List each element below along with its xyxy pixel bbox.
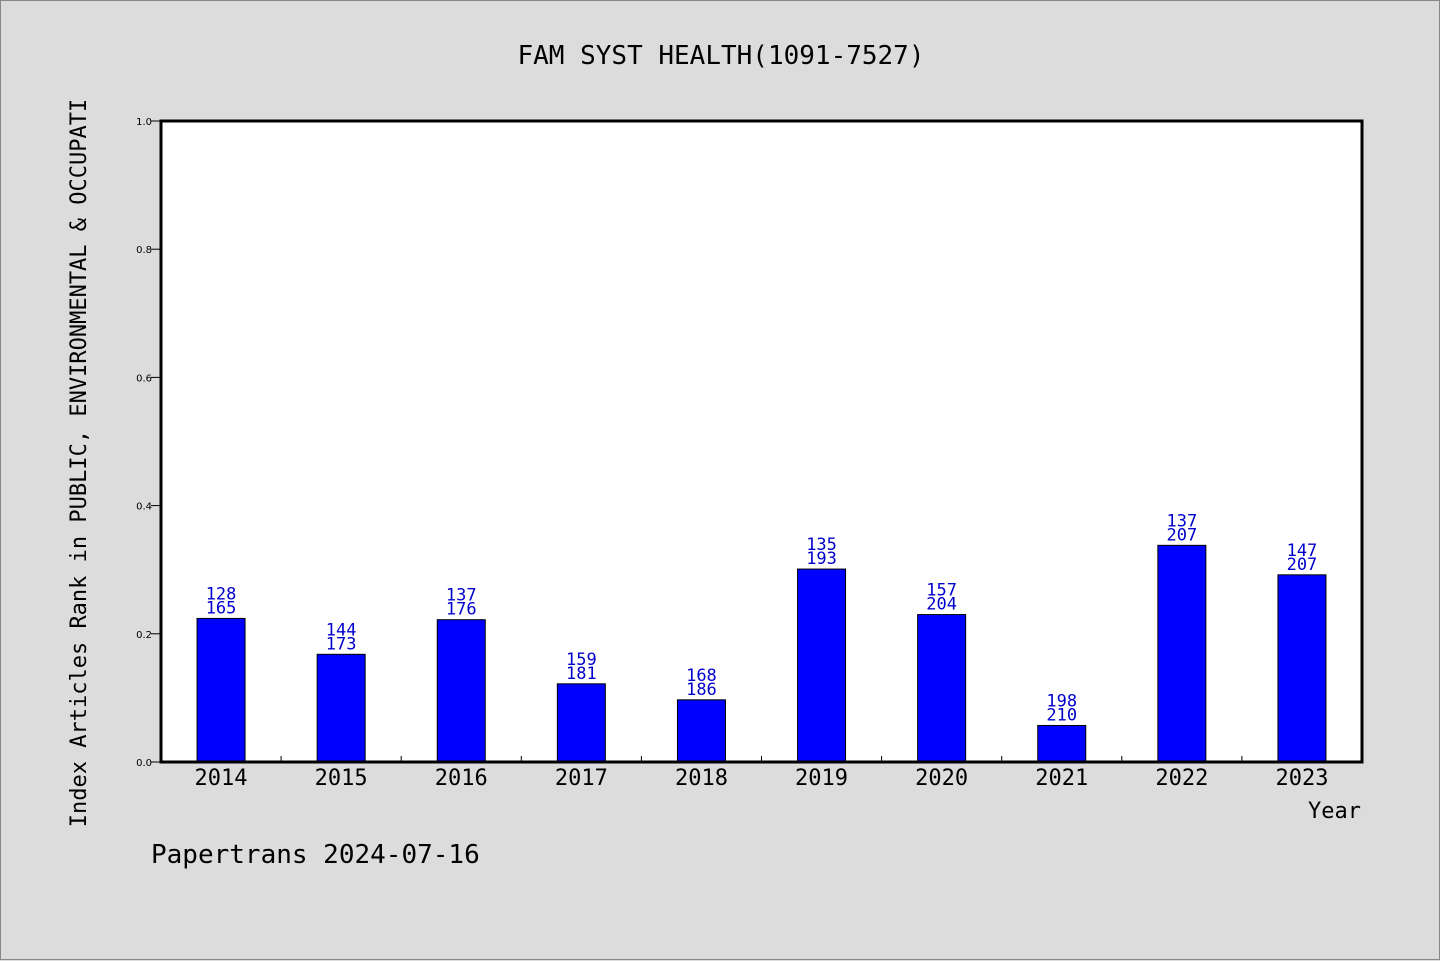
y-tick-label: 1.0	[136, 117, 152, 128]
bar-2023	[1277, 574, 1327, 763]
bar-2017	[556, 683, 606, 763]
plot-border	[159, 119, 1364, 764]
bar-label-top: 159	[566, 650, 597, 670]
bar-label-bottom: 207	[1166, 525, 1197, 545]
bar-label-bottom: 204	[926, 595, 957, 615]
bar-label-bottom: 181	[566, 664, 597, 684]
x-tick-label: 2023	[1275, 766, 1328, 791]
bar-2016	[436, 619, 486, 763]
x-tick-label: 2021	[1035, 766, 1088, 791]
ticks-layer: 0.0 0.2 0.4 0.6 0.8 1.0 2014 2015 2016 2017 2018 20…	[136, 117, 1328, 791]
x-tick-label: 2022	[1155, 766, 1208, 791]
bar-label-bottom: 207	[1287, 555, 1318, 575]
bar-label-top: 144	[326, 620, 357, 640]
x-tick-label: 2014	[195, 766, 248, 791]
bar-label-top: 128	[206, 584, 237, 604]
bar-label-bottom: 173	[326, 634, 357, 654]
y-tick-label: 0.4	[136, 502, 152, 513]
y-tick-label: 0.2	[136, 630, 152, 641]
bar-label-top: 147	[1287, 541, 1318, 561]
x-axis-label: Year	[1308, 799, 1361, 824]
bar-label-top: 168	[686, 666, 717, 686]
bar-2020	[917, 614, 967, 763]
bar-2018	[676, 699, 726, 763]
chart-title: FAM SYST HEALTH(1091-7527)	[518, 41, 925, 71]
bar-2014	[196, 617, 246, 763]
x-tick-label: 2018	[675, 766, 728, 791]
bar-2021	[1037, 724, 1087, 763]
x-tick-label: 2015	[315, 766, 368, 791]
bar-label-bottom: 165	[206, 598, 237, 618]
x-tick-label: 2020	[915, 766, 968, 791]
y-tick-label: 0.6	[136, 373, 152, 384]
y-tick-label: 0.0	[136, 758, 152, 769]
bar-label-bottom: 210	[1046, 705, 1077, 725]
x-tick-label: 2019	[795, 766, 848, 791]
bar-2022	[1157, 544, 1207, 763]
footer-text: Papertrans 2024-07-16	[151, 840, 480, 870]
bar-label-bottom: 193	[806, 549, 837, 569]
bar-label-top: 157	[926, 581, 957, 601]
bar-2019	[797, 568, 847, 763]
y-axis-label: Index Articles Rank in PUBLIC, ENVIRONME…	[67, 99, 92, 827]
bar-label-bottom: 176	[446, 600, 477, 620]
y-tick-label: 0.8	[136, 245, 152, 256]
x-tick-label: 2017	[555, 766, 608, 791]
bar-label-top: 198	[1046, 691, 1077, 711]
bar-label-top: 137	[446, 586, 477, 606]
x-tick-label: 2016	[435, 766, 488, 791]
bar-label-bottom: 186	[686, 680, 717, 700]
bar-label-top: 137	[1166, 511, 1197, 531]
bar-label-top: 135	[806, 535, 837, 555]
bar-2015	[316, 653, 366, 763]
